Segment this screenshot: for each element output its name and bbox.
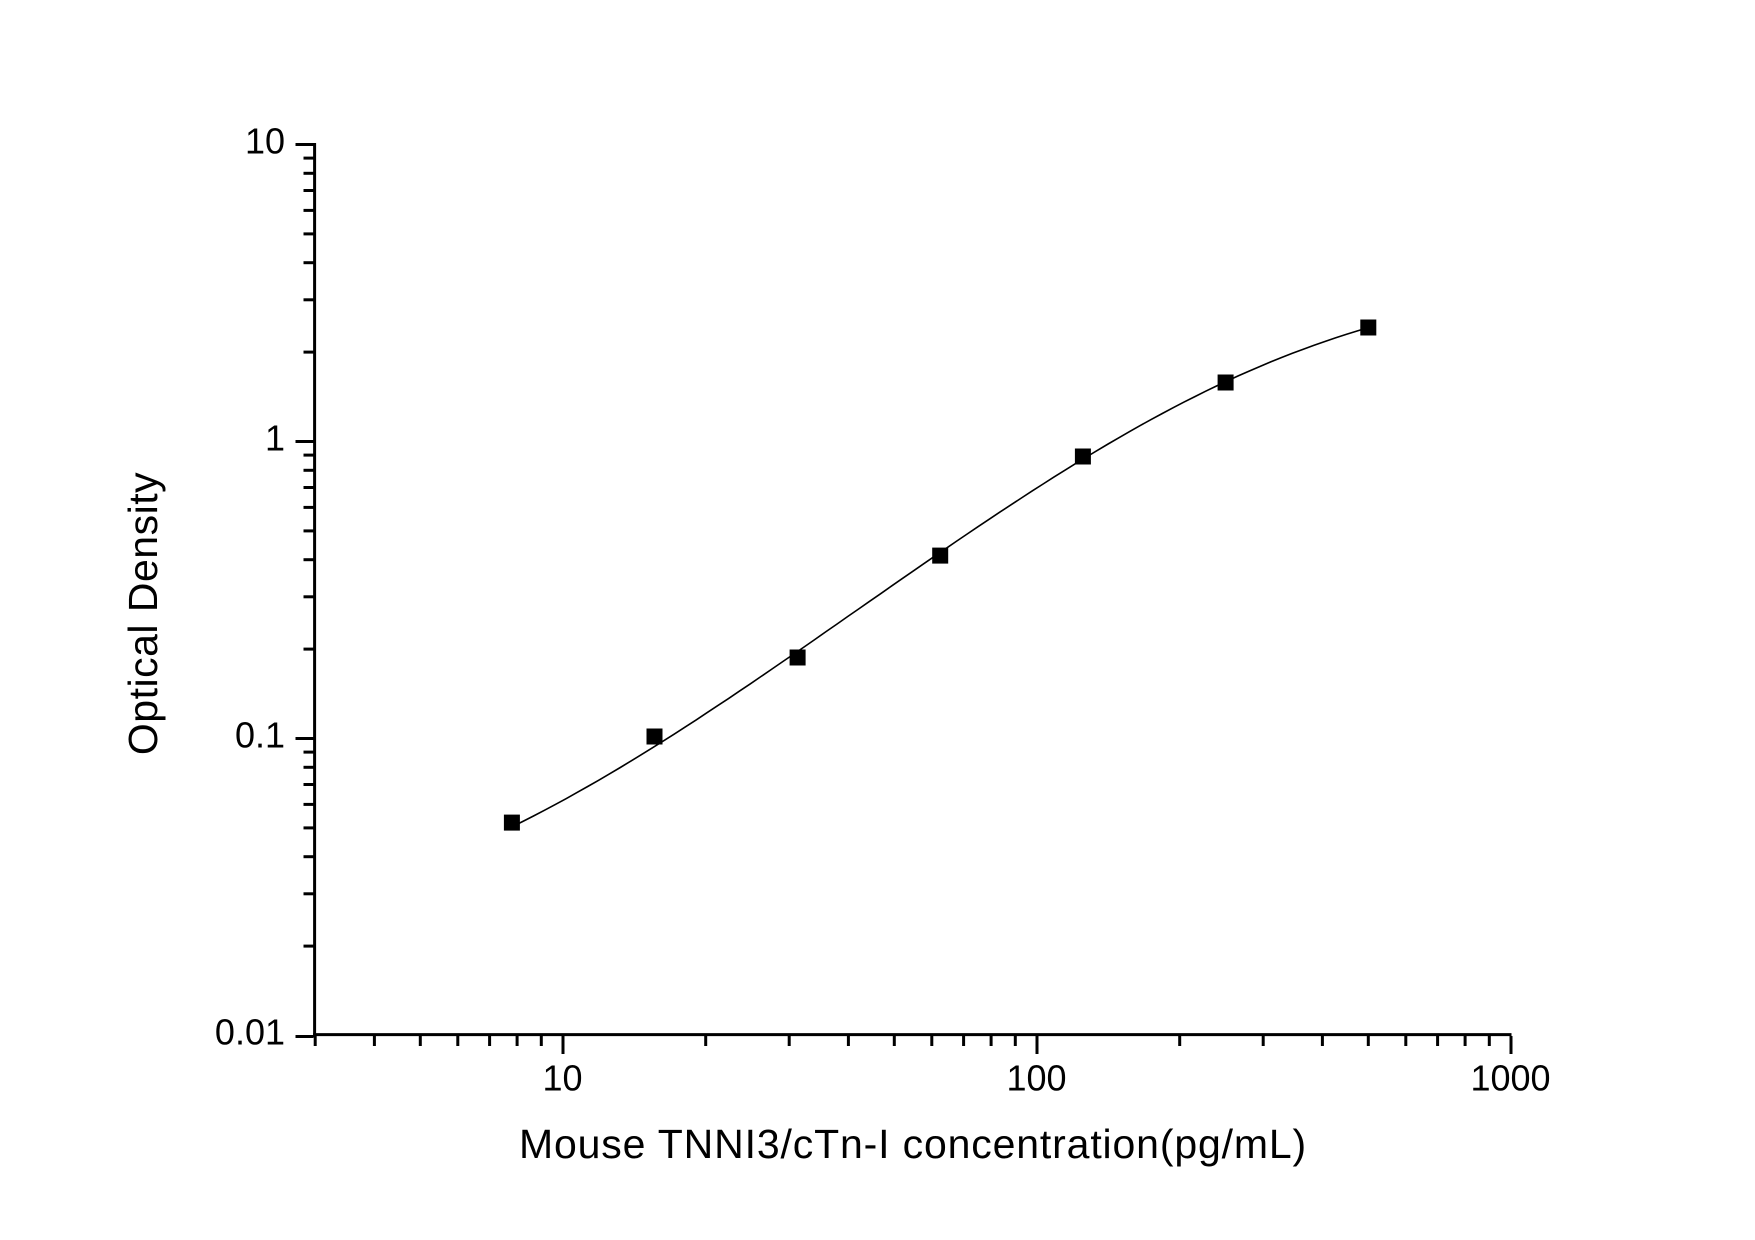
svg-text:0.1: 0.1 bbox=[235, 715, 285, 756]
svg-text:1000: 1000 bbox=[1470, 1058, 1550, 1099]
svg-text:10: 10 bbox=[245, 121, 285, 162]
svg-text:Mouse TNNI3/cTn-I concentratio: Mouse TNNI3/cTn-I concentration(pg/mL) bbox=[519, 1121, 1307, 1167]
svg-text:1: 1 bbox=[265, 418, 285, 459]
svg-text:Optical Density: Optical Density bbox=[120, 472, 166, 755]
svg-text:0.01: 0.01 bbox=[215, 1012, 285, 1053]
svg-text:100: 100 bbox=[1006, 1058, 1066, 1099]
svg-text:10: 10 bbox=[542, 1058, 582, 1099]
